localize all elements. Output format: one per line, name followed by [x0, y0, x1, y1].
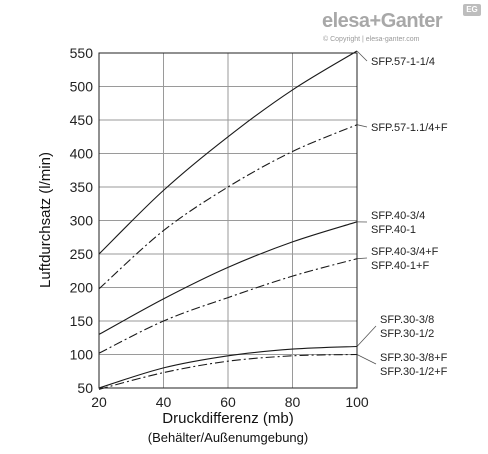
series-leader	[356, 124, 368, 128]
series-labels: SFP.57-1-1/4 SFP.57-1.1/4+F SFP.40-3/4 SFP.…	[371, 56, 448, 378]
series-label: SFP.57-1.1/4+F	[371, 122, 448, 134]
series-leader	[356, 257, 368, 260]
brand-badge: EG	[463, 4, 481, 16]
series-leader	[356, 50, 368, 62]
series-leader	[356, 325, 377, 347]
plot-frame	[98, 52, 358, 389]
brand-logo: elesa+Ganter	[322, 10, 443, 32]
series-label: SFP.30-3/8	[380, 314, 434, 326]
x-tick-labels: 20 40 60 80 100	[91, 394, 369, 410]
y-tick-label: 100	[70, 347, 94, 363]
series-label: SFP.30-1/2+F	[380, 366, 448, 378]
x-axis-title: Druckdifferenz (mb)	[162, 410, 293, 427]
x-tick-label: 40	[156, 394, 172, 410]
series-label: SFP.57-1-1/4	[371, 56, 435, 68]
series-label: SFP.40-1	[371, 224, 416, 236]
series-leader	[356, 354, 377, 365]
y-tick-label: 450	[70, 112, 94, 128]
y-axis-title: Luftdurchsatz (l/min)	[37, 152, 54, 288]
x-tick-label: 20	[91, 394, 107, 410]
series-line	[98, 345, 358, 389]
y-tick-labels: 50 100 150 200 250 300 350 400 450 500 550	[70, 45, 94, 396]
y-tick-label: 250	[70, 246, 94, 262]
y-tick-label: 350	[70, 179, 94, 195]
series-label: SFP.30-1/2	[380, 328, 434, 340]
y-tick-label: 200	[70, 280, 94, 296]
series-line	[98, 50, 358, 255]
series-label: SFP.40-1+F	[371, 260, 429, 272]
series-line	[98, 353, 358, 390]
y-tick-label: 50	[77, 380, 93, 396]
y-tick-label: 550	[70, 45, 94, 61]
y-tick-label: 300	[70, 213, 94, 229]
x-tick-label: 100	[345, 394, 369, 410]
y-tick-label: 400	[70, 146, 94, 162]
series-lines	[98, 50, 377, 390]
series-label: SFP.30-3/8+F	[380, 352, 448, 364]
series-line	[98, 258, 358, 354]
x-tick-label: 60	[220, 394, 236, 410]
x-axis-subtitle: (Behälter/Außenumgebung)	[148, 430, 308, 445]
series-line	[98, 221, 358, 335]
grid	[99, 53, 357, 388]
y-tick-label: 500	[70, 79, 94, 95]
copyright-text: © Copyright | elesa-ganter.com	[323, 36, 420, 43]
series-label: SFP.40-3/4+F	[371, 246, 439, 258]
x-tick-label: 80	[285, 394, 301, 410]
y-tick-label: 150	[70, 313, 94, 329]
series-label: SFP.40-3/4	[371, 210, 425, 222]
series-line	[98, 124, 358, 290]
